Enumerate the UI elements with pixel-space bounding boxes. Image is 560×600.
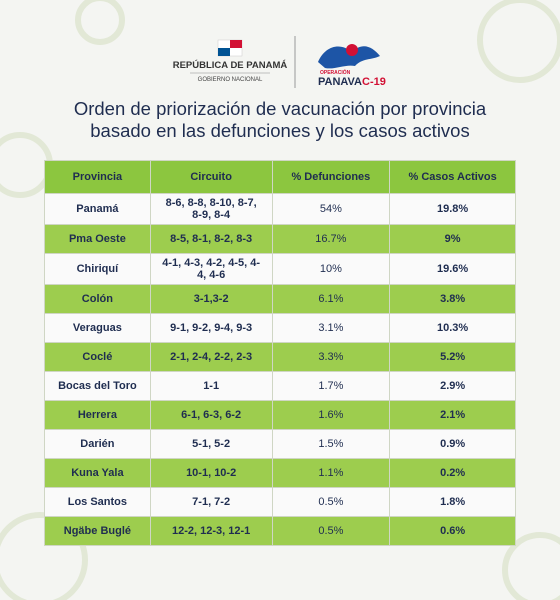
active-cases-pct: 5.2% (390, 343, 515, 371)
logo-name: PANAVAC-19 (318, 76, 386, 88)
active-cases-pct: 10.3% (390, 314, 515, 342)
province: Colón (45, 285, 150, 313)
circuit: 3-1,3-2 (150, 285, 272, 313)
active-cases-pct: 0.9% (390, 430, 515, 458)
circuit: 8-5, 8-1, 8-2, 8-3 (150, 225, 272, 253)
table-row: Kuna Yala 10-1, 10-2 1.1% 0.2% (45, 459, 515, 487)
circuit: 2-1, 2-4, 2-2, 2-3 (150, 343, 272, 371)
province: Veraguas (45, 314, 150, 342)
circuit: 1-1 (150, 372, 272, 400)
circuit: 12-2, 12-3, 12-1 (150, 517, 272, 545)
logo-subtext: GOBIERNO NACIONAL (198, 77, 263, 83)
province: Ngäbe Buglé (45, 517, 150, 545)
column-header: % Casos Activos (390, 161, 515, 193)
active-cases-pct: 3.8% (390, 285, 515, 313)
deaths-pct: 1.1% (272, 459, 390, 487)
province: Panamá (45, 194, 150, 224)
table-row: Herrera 6-1, 6-3, 6-2 1.6% 2.1% (45, 401, 515, 429)
logo-header: REPÚBLICA DE PANAMÁ GOBIERNO NACIONAL OP… (173, 36, 386, 88)
circuit: 8-6, 8-8, 8-10, 8-7, 8-9, 8-4 (150, 194, 272, 224)
deaths-pct: 10% (272, 254, 390, 284)
province: Kuna Yala (45, 459, 150, 487)
logo-text: REPÚBLICA DE PANAMÁ (173, 59, 288, 71)
column-header: Provincia (45, 161, 150, 193)
logo-name-main: PANAVA (318, 76, 362, 88)
title: Orden de priorización de vacunación por … (0, 98, 560, 142)
active-cases-pct: 0.6% (390, 517, 515, 545)
province: Los Santos (45, 488, 150, 516)
table-row: Los Santos 7-1, 7-2 0.5% 1.8% (45, 488, 515, 516)
deaths-pct: 54% (272, 194, 390, 224)
active-cases-pct: 19.8% (390, 194, 515, 224)
deaths-pct: 0.5% (272, 488, 390, 516)
logo-small: OPERACIÓN (320, 68, 351, 76)
deaths-pct: 0.5% (272, 517, 390, 545)
table-row: Panamá 8-6, 8-8, 8-10, 8-7, 8-9, 8-4 54% 19… (45, 194, 515, 224)
title-line: Orden de priorización de vacunación por … (73, 98, 487, 119)
table-row: Colón 3-1,3-2 6.1% 3.8% (45, 285, 515, 313)
active-cases-pct: 0.2% (390, 459, 515, 487)
circuit: 10-1, 10-2 (150, 459, 272, 487)
table-row: Darién 5-1, 5-2 1.5% 0.9% (45, 430, 515, 458)
deaths-pct: 1.7% (272, 372, 390, 400)
active-cases-pct: 1.8% (390, 488, 515, 516)
deaths-pct: 3.3% (272, 343, 390, 371)
province: Bocas del Toro (45, 372, 150, 400)
column-header: Circuito (150, 161, 272, 193)
circuit: 9-1, 9-2, 9-4, 9-3 (150, 314, 272, 342)
circuit: 6-1, 6-3, 6-2 (150, 401, 272, 429)
table-row: Veraguas 9-1, 9-2, 9-4, 9-3 3.1% 10.3% (45, 314, 515, 342)
province: Coclé (45, 343, 150, 371)
province: Chiriquí (45, 254, 150, 284)
logo-name-accent: C-19 (362, 76, 386, 88)
province: Herrera (45, 401, 150, 429)
deaths-pct: 1.5% (272, 430, 390, 458)
priority-table: Provincia Circuito% Defunciones% Casos Ac… (44, 160, 516, 546)
province: Pma Oeste (45, 225, 150, 253)
circuit: 5-1, 5-2 (150, 430, 272, 458)
table-row: Bocas del Toro 1-1 1.7% 2.9% (45, 372, 515, 400)
table-row: Ngäbe Buglé 12-2, 12-3, 12-1 0.5% 0.6% (45, 517, 515, 545)
column-header: % Defunciones (272, 161, 390, 193)
deaths-pct: 1.6% (272, 401, 390, 429)
deaths-pct: 3.1% (272, 314, 390, 342)
title-line: basado en las defunciones y los casos ac… (90, 120, 470, 141)
active-cases-pct: 9% (390, 225, 515, 253)
deaths-pct: 6.1% (272, 285, 390, 313)
circuit: 4-1, 4-3, 4-2, 4-5, 4-4, 4-6 (150, 254, 272, 284)
table-row: Pma Oeste 8-5, 8-1, 8-2, 8-3 16.7% 9% (45, 225, 515, 253)
circuit: 7-1, 7-2 (150, 488, 272, 516)
flag (217, 39, 243, 57)
table-row: Chiriquí 4-1, 4-3, 4-2, 4-5, 4-4, 4-6 10% 1… (45, 254, 515, 284)
province: Darién (45, 430, 150, 458)
active-cases-pct: 19.6% (390, 254, 515, 284)
table-row: Coclé 2-1, 2-4, 2-2, 2-3 3.3% 5.2% (45, 343, 515, 371)
map-icon (318, 46, 380, 69)
header-row: Provincia Circuito% Defunciones% Casos Ac… (45, 161, 515, 193)
active-cases-pct: 2.9% (390, 372, 515, 400)
deaths-pct: 16.7% (272, 225, 390, 253)
active-cases-pct: 2.1% (390, 401, 515, 429)
